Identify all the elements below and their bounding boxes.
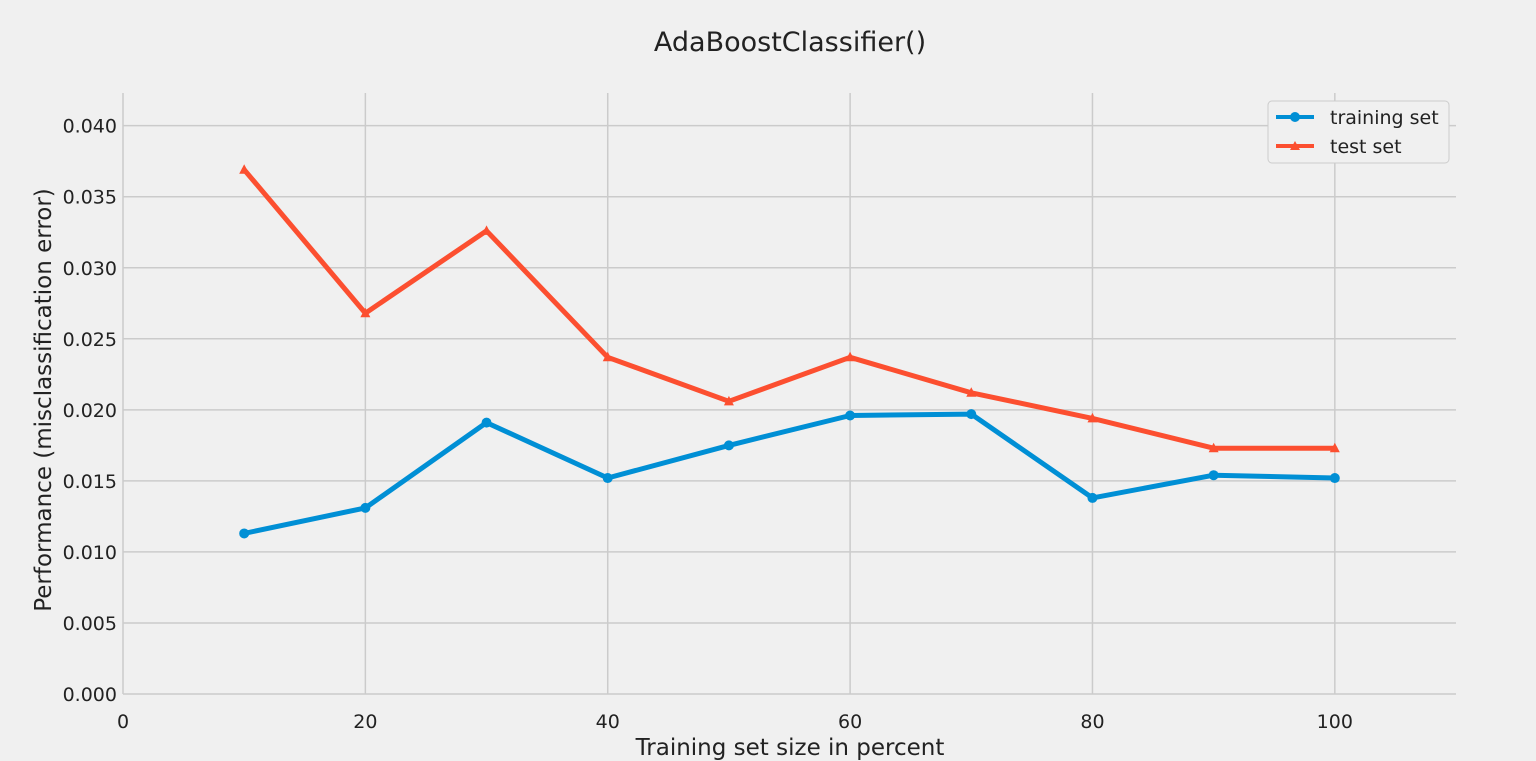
legend-label-training-set: training set [1330, 107, 1439, 129]
y-axis-ticks: 0.000 0.005 0.010 0.015 0.020 0.025 0.030 0.035… [63, 116, 117, 706]
data-point-test-set [602, 351, 613, 362]
data-point-test-set [845, 351, 856, 362]
data-point-training-set [481, 417, 492, 428]
x-tick-label: 40 [596, 711, 620, 733]
legend: training set test set [1267, 100, 1450, 164]
y-tick-label: 0.020 [63, 400, 117, 422]
y-tick-label: 0.040 [63, 116, 117, 138]
series-layer [239, 164, 1340, 539]
data-point-training-set [845, 410, 856, 421]
x-tick-label: 60 [838, 711, 862, 733]
data-point-training-set [239, 528, 250, 539]
x-tick-label: 100 [1317, 711, 1353, 733]
legend-item-training-set: training set [1276, 107, 1439, 129]
data-point-training-set [723, 440, 734, 451]
data-point-training-set [1208, 470, 1219, 481]
legend-marker-test-set [1290, 141, 1300, 150]
data-point-test-set [1087, 412, 1098, 423]
x-axis-ticks: 0 20 40 60 80 100 [117, 711, 1353, 733]
y-axis-title: Performance (misclassification error) [31, 188, 57, 612]
y-tick-label: 0.035 [63, 187, 117, 209]
data-point-test-set [1329, 442, 1340, 453]
x-tick-label: 80 [1080, 711, 1104, 733]
data-point-training-set [1087, 492, 1098, 503]
data-point-test-set [966, 387, 977, 397]
grid-lines [122, 93, 1456, 695]
legend-label-test-set: test set [1330, 136, 1402, 158]
data-point-test-set [239, 164, 250, 174]
data-point-test-set [481, 225, 492, 235]
legend-item-test-set: test set [1276, 136, 1402, 158]
x-axis-title: Training set size in percent [635, 735, 945, 761]
data-point-test-set [723, 395, 734, 406]
data-point-training-set [966, 409, 977, 420]
y-tick-label: 0.000 [63, 684, 117, 706]
chart-title: AdaBoostClassifier() [654, 27, 926, 58]
series-line-test-set [241, 167, 1338, 451]
x-tick-label: 0 [117, 711, 129, 733]
y-tick-label: 0.005 [63, 613, 117, 635]
data-point-training-set [602, 473, 613, 484]
data-point-training-set [360, 502, 371, 513]
data-point-test-set [1208, 442, 1219, 453]
y-tick-label: 0.025 [63, 329, 117, 351]
data-point-test-set [360, 307, 371, 318]
y-tick-label: 0.030 [63, 258, 117, 280]
data-point-training-set [1329, 473, 1340, 484]
legend-marker-training-set [1290, 112, 1300, 122]
y-tick-label: 0.010 [63, 542, 117, 564]
series-line-training-set [241, 411, 1338, 536]
y-tick-label: 0.015 [63, 471, 117, 493]
x-tick-label: 20 [353, 711, 377, 733]
